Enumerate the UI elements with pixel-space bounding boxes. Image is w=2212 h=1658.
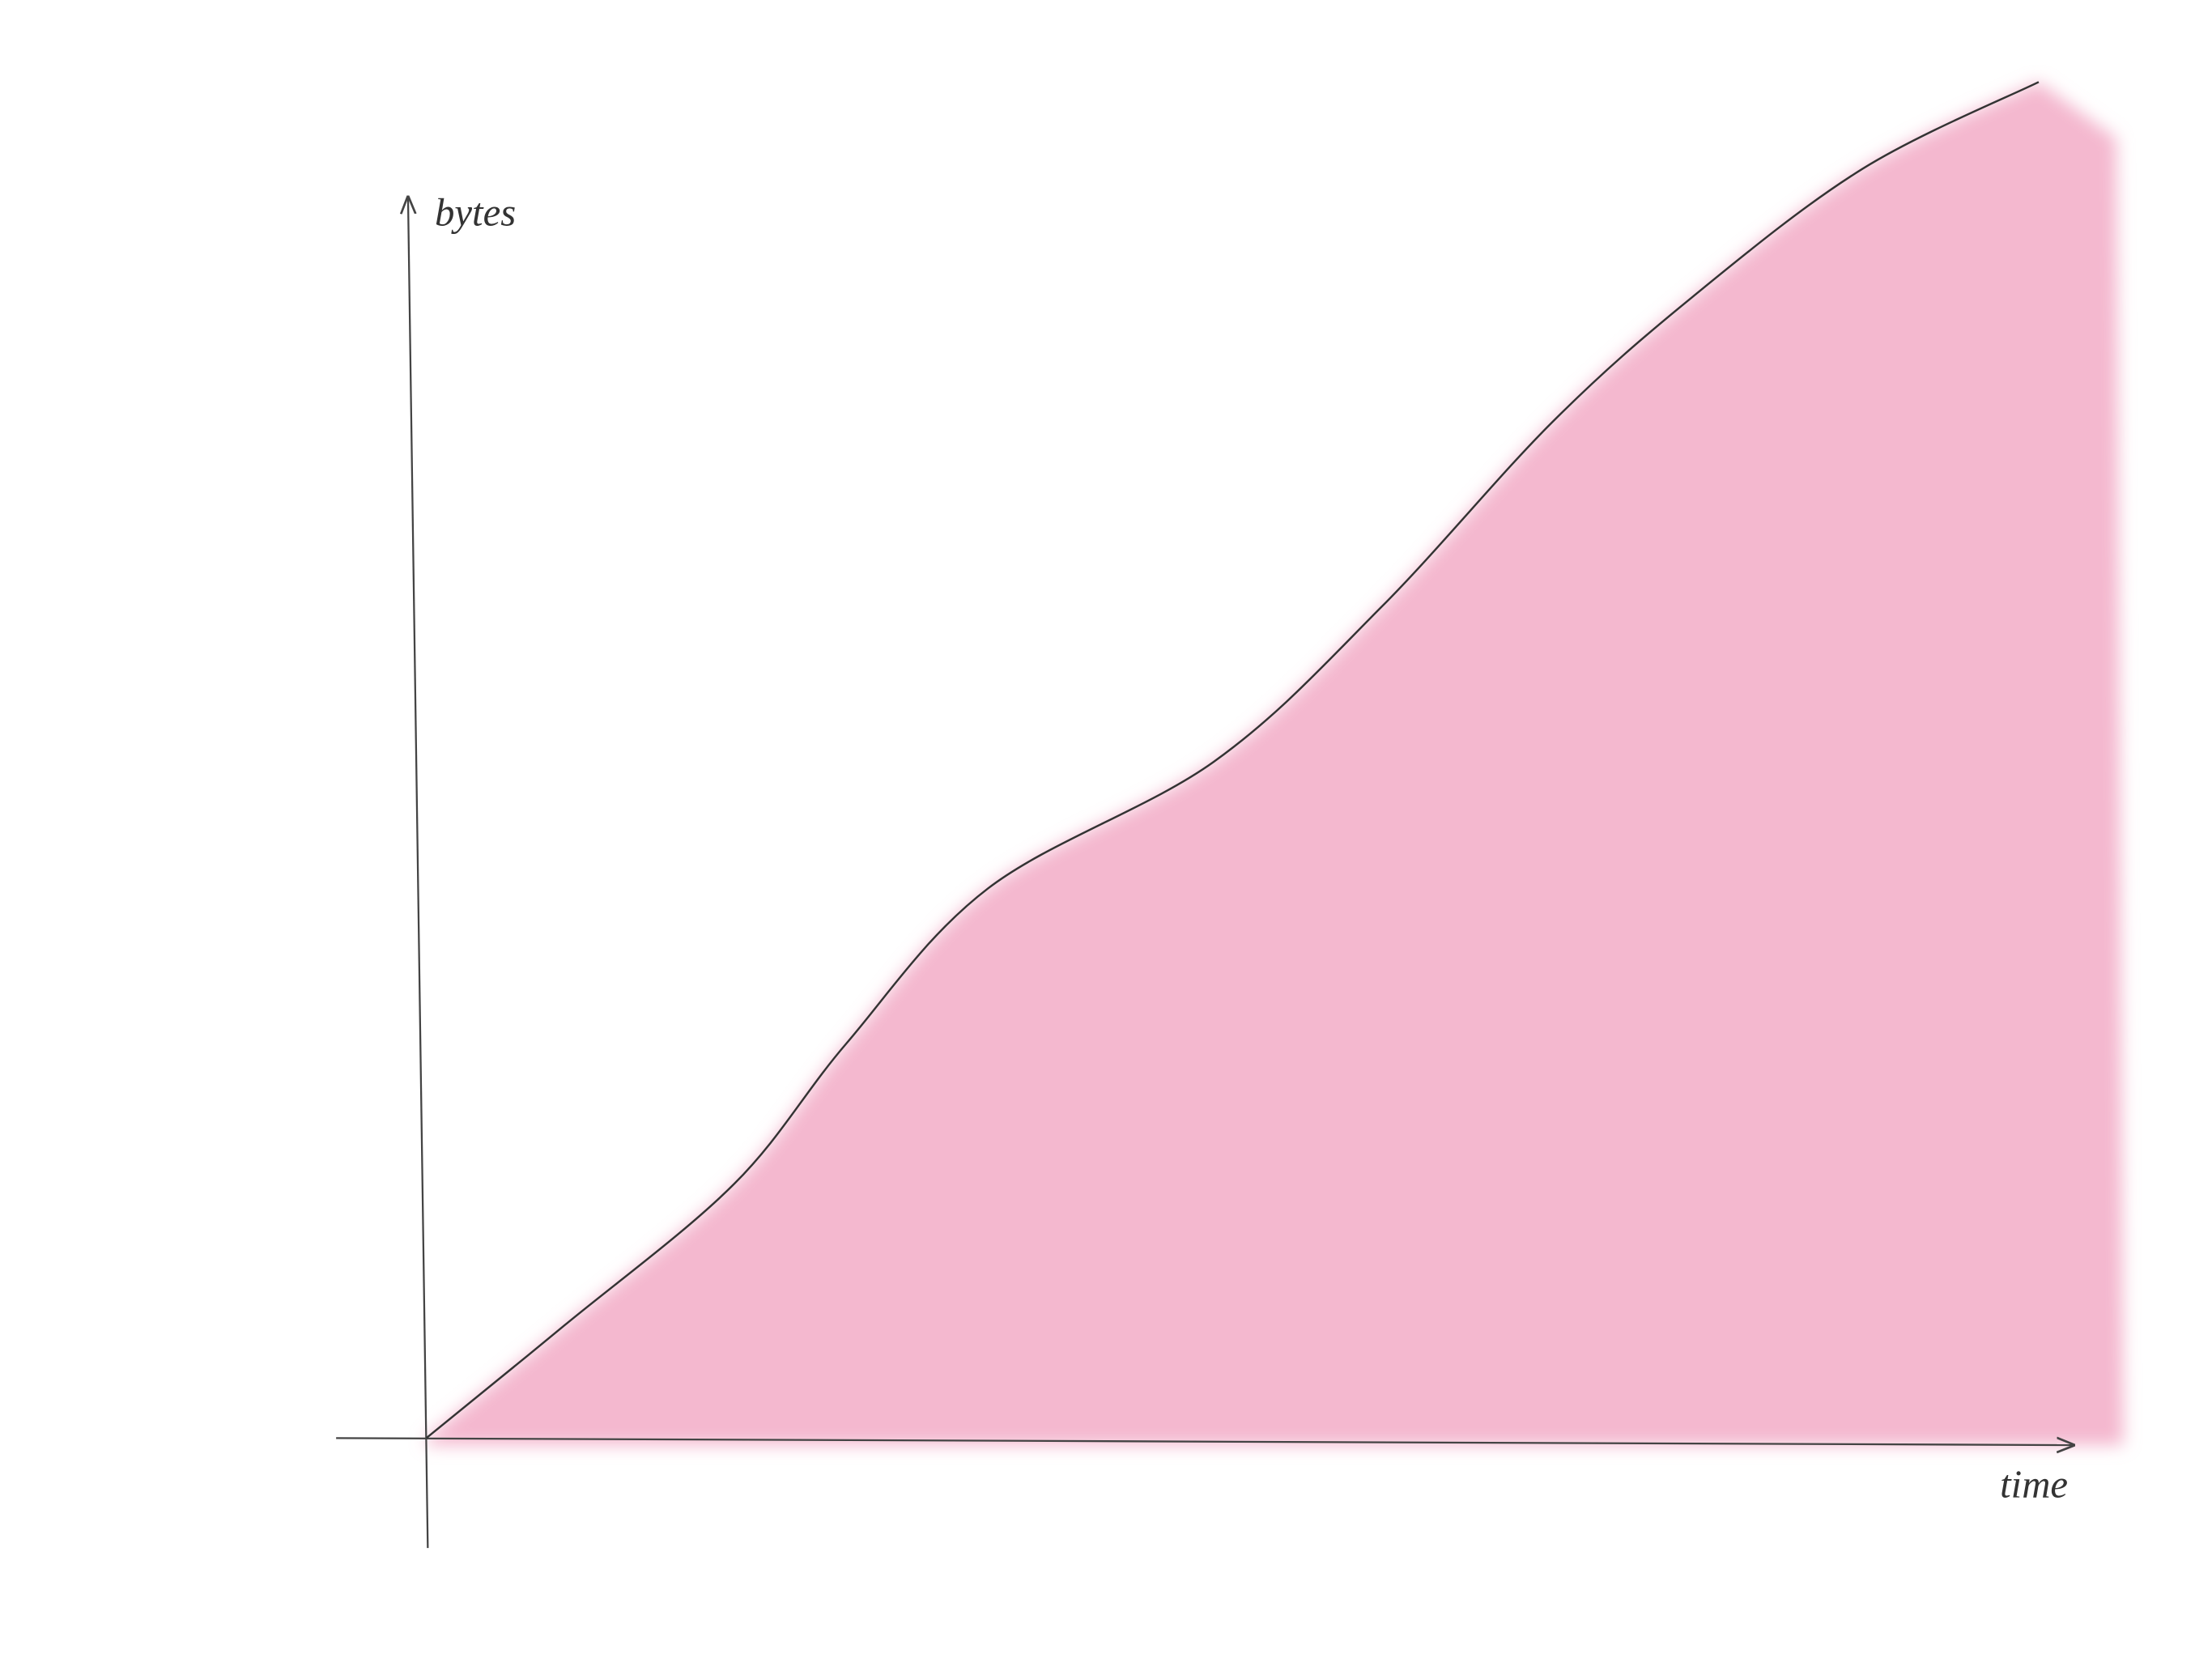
area-line: [425, 81, 2040, 1439]
line-layer: [425, 81, 2040, 1439]
area-fill: [426, 82, 2124, 1446]
x-axis-label: time: [2000, 1462, 2068, 1506]
x-axis: [336, 1438, 2074, 1445]
y-axis: [408, 198, 429, 1549]
y-axis-label: bytes: [435, 191, 516, 235]
area-layer: [426, 82, 2124, 1446]
